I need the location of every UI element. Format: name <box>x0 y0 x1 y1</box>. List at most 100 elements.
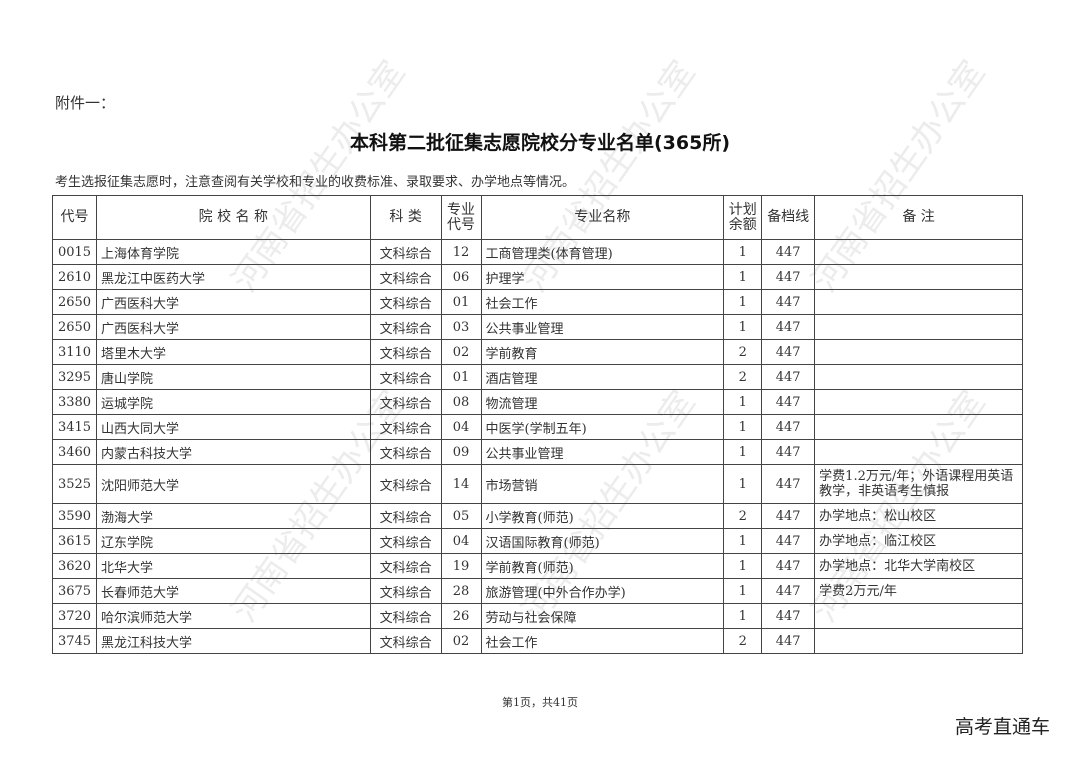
cell-quota: 1 <box>723 528 763 554</box>
cell-category: 文科综合 <box>369 414 442 440</box>
cell-score: 447 <box>761 553 816 579</box>
table-row: 3460 内蒙古科技大学 文科综合 09 公共事业管理 1 447 <box>52 439 1023 465</box>
cell-category: 文科综合 <box>369 553 442 579</box>
cell-school: 哈尔滨师范大学 <box>95 603 371 629</box>
cell-major-code: 09 <box>440 439 482 465</box>
annex-label: 附件一： <box>55 94 116 112</box>
cell-major: 汉语国际教育(师范) <box>480 528 725 554</box>
cell-remark <box>814 239 1023 265</box>
cell-school: 广西医科大学 <box>95 289 371 315</box>
cell-category: 文科综合 <box>369 364 442 390</box>
cell-major: 学前教育(师范) <box>480 553 725 579</box>
cell-major: 酒店管理 <box>480 364 725 390</box>
cell-category: 文科综合 <box>369 503 442 529</box>
header-quota: 计划余额 <box>723 195 763 240</box>
cell-major-code: 19 <box>440 553 482 579</box>
cell-category: 文科综合 <box>369 439 442 465</box>
header-category: 科 类 <box>369 195 442 240</box>
cell-quota: 1 <box>723 289 763 315</box>
table-row: 2610 黑龙江中医药大学 文科综合 06 护理学 1 447 <box>52 264 1023 290</box>
cell-quota: 2 <box>723 628 763 654</box>
cell-major: 社会工作 <box>480 289 725 315</box>
cell-major-code: 02 <box>440 339 482 365</box>
table-row: 3745 黑龙江科技大学 文科综合 02 社会工作 2 447 <box>52 628 1023 654</box>
page-number: 第1页，共41页 <box>502 696 578 709</box>
cell-code: 2650 <box>52 314 97 340</box>
cell-code: 3745 <box>52 628 97 654</box>
cell-score: 447 <box>761 389 816 415</box>
cell-category: 文科综合 <box>369 464 442 504</box>
cell-quota: 2 <box>723 364 763 390</box>
cell-major: 护理学 <box>480 264 725 290</box>
header-code: 代号 <box>52 195 97 240</box>
cell-code: 3615 <box>52 528 97 554</box>
cell-major: 小学教育(师范) <box>480 503 725 529</box>
instruction-note: 考生选报征集志愿时，注意查阅有关学校和专业的收费标准、录取要求、办学地点等情况。 <box>55 175 576 190</box>
cell-remark <box>814 314 1023 340</box>
cell-major-code: 01 <box>440 289 482 315</box>
cell-major: 公共事业管理 <box>480 439 725 465</box>
cell-school: 运城学院 <box>95 389 371 415</box>
cell-quota: 2 <box>723 503 763 529</box>
cell-code: 3415 <box>52 414 97 440</box>
cell-remark: 学费2万元/年 <box>814 578 1023 604</box>
table-row: 3615 辽东学院 文科综合 04 汉语国际教育(师范) 1 447 办学地点：临江校区 <box>52 528 1023 554</box>
table-row: 3620 北华大学 文科综合 19 学前教育(师范) 1 447 办学地点：北华大学南校区 <box>52 553 1023 579</box>
cell-remark: 办学地点：北华大学南校区 <box>814 553 1023 579</box>
cell-remark <box>814 339 1023 365</box>
admission-table: 代号 院 校 名 称 科 类 专业代号 专业名称 计划余额 备档线 备 注 00… <box>52 195 1023 654</box>
cell-major-code: 06 <box>440 264 482 290</box>
cell-score: 447 <box>761 364 816 390</box>
cell-major: 学前教育 <box>480 339 725 365</box>
cell-quota: 1 <box>723 464 763 504</box>
cell-remark <box>814 289 1023 315</box>
cell-major-code: 03 <box>440 314 482 340</box>
cell-code: 3295 <box>52 364 97 390</box>
cell-major: 中医学(学制五年) <box>480 414 725 440</box>
cell-remark <box>814 628 1023 654</box>
cell-score: 447 <box>761 339 816 365</box>
cell-major-code: 26 <box>440 603 482 629</box>
cell-score: 447 <box>761 578 816 604</box>
cell-code: 3675 <box>52 578 97 604</box>
table-row: 2650 广西医科大学 文科综合 03 公共事业管理 1 447 <box>52 314 1023 340</box>
cell-category: 文科综合 <box>369 603 442 629</box>
cell-score: 447 <box>761 289 816 315</box>
cell-category: 文科综合 <box>369 528 442 554</box>
page-title: 本科第二批征集志愿院校分专业名单(365所) <box>349 132 731 154</box>
cell-category: 文科综合 <box>369 264 442 290</box>
table-row: 3720 哈尔滨师范大学 文科综合 26 劳动与社会保障 1 447 <box>52 603 1023 629</box>
cell-quota: 1 <box>723 239 763 265</box>
cell-major-code: 01 <box>440 364 482 390</box>
header-score: 备档线 <box>761 195 816 240</box>
brand-logo-text: 高考直通车 <box>954 716 1050 738</box>
cell-school: 辽东学院 <box>95 528 371 554</box>
cell-major-code: 04 <box>440 528 482 554</box>
cell-remark: 办学地点：临江校区 <box>814 528 1023 554</box>
cell-major-code: 08 <box>440 389 482 415</box>
cell-category: 文科综合 <box>369 314 442 340</box>
cell-code: 2650 <box>52 289 97 315</box>
cell-major: 物流管理 <box>480 389 725 415</box>
cell-quota: 1 <box>723 603 763 629</box>
table-row: 2650 广西医科大学 文科综合 01 社会工作 1 447 <box>52 289 1023 315</box>
cell-quota: 1 <box>723 414 763 440</box>
cell-school: 山西大同大学 <box>95 414 371 440</box>
header-row: 代号 院 校 名 称 科 类 专业代号 专业名称 计划余额 备档线 备 注 <box>52 195 1023 240</box>
cell-code: 3720 <box>52 603 97 629</box>
cell-major: 旅游管理(中外合作办学) <box>480 578 725 604</box>
cell-remark: 学费1.2万元/年；外语课程用英语教学，非英语考生慎报 <box>814 464 1023 504</box>
table-row: 3110 塔里木大学 文科综合 02 学前教育 2 447 <box>52 339 1023 365</box>
cell-quota: 1 <box>723 314 763 340</box>
cell-code: 0015 <box>52 239 97 265</box>
cell-score: 447 <box>761 314 816 340</box>
cell-major: 市场营销 <box>480 464 725 504</box>
cell-remark <box>814 264 1023 290</box>
cell-remark <box>814 364 1023 390</box>
cell-score: 447 <box>761 414 816 440</box>
cell-quota: 1 <box>723 553 763 579</box>
cell-score: 447 <box>761 264 816 290</box>
cell-quota: 1 <box>723 264 763 290</box>
cell-remark <box>814 389 1023 415</box>
cell-major: 劳动与社会保障 <box>480 603 725 629</box>
